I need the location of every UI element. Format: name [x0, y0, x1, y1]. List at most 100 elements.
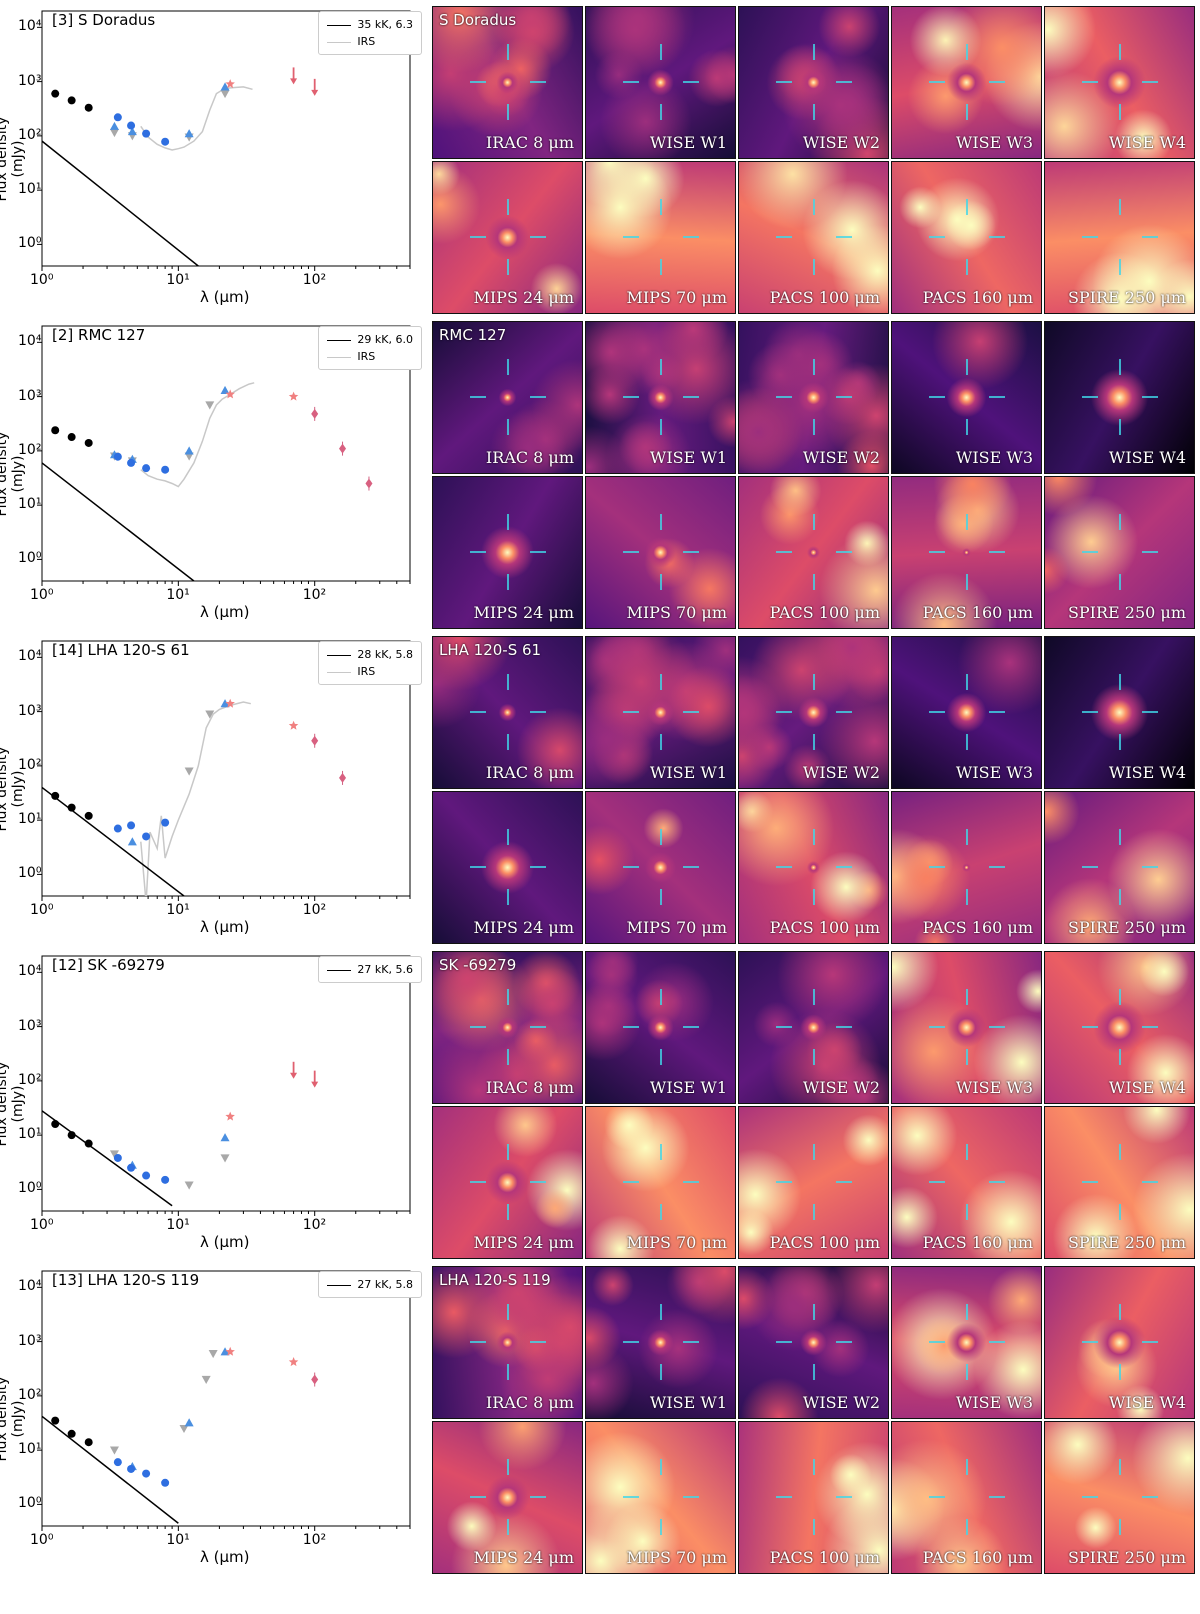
band-label: MIPS 70 μm — [626, 288, 727, 307]
x-tick-label: 10⁰ — [30, 1532, 54, 1548]
crosshair — [929, 514, 1005, 590]
band-label: WISE W4 — [1108, 763, 1186, 782]
y-tick-label: 10⁰ — [18, 1180, 42, 1197]
data-point-mips — [225, 79, 235, 89]
data-point-irac — [113, 1153, 122, 1162]
band-label: IRAC 8 μm — [485, 1078, 574, 1097]
image-panel: PACS 100 μm — [738, 161, 889, 314]
band-label: PACS 100 μm — [769, 288, 880, 307]
image-panel: MIPS 70 μm — [585, 161, 736, 314]
image-panel: WISE W1 — [585, 321, 736, 474]
crosshair — [929, 359, 1005, 435]
data-point-wise — [184, 452, 194, 461]
crosshair — [776, 1304, 852, 1380]
data-point-irac — [142, 832, 151, 841]
image-panel: WISE W2 — [738, 636, 889, 789]
source-name: S Doradus — [439, 11, 517, 29]
legend: 27 kK, 5.6 — [318, 956, 422, 983]
data-point-irac — [127, 458, 136, 467]
data-point-irac — [142, 1469, 151, 1478]
band-label: PACS 100 μm — [769, 1548, 880, 1567]
y-tick-label: 10⁰ — [18, 235, 42, 252]
band-label: MIPS 24 μm — [473, 918, 574, 937]
data-point-nir — [84, 1438, 93, 1447]
data-point-nir — [51, 426, 60, 435]
band-label: MIPS 24 μm — [473, 288, 574, 307]
legend: 28 kK, 5.8 IRS — [318, 641, 422, 685]
model-line — [42, 1415, 179, 1524]
crosshair — [623, 674, 699, 750]
image-panel: PACS 100 μm — [738, 476, 889, 629]
band-label: PACS 160 μm — [922, 1548, 1033, 1567]
crosshair — [470, 1459, 546, 1535]
data-point-irac — [127, 1163, 136, 1172]
image-panel: WISE W4 — [1044, 1266, 1195, 1419]
legend: 29 kK, 6.0 IRS — [318, 326, 422, 370]
data-point-irac — [142, 1171, 151, 1180]
band-label: SPIRE 250 μm — [1067, 288, 1186, 307]
data-point-nir — [51, 89, 60, 98]
data-point-irac — [161, 1478, 170, 1487]
sed-title: [12] SK -69279 — [52, 956, 165, 974]
data-point-herschel — [339, 441, 347, 456]
data-point-wise — [201, 1375, 211, 1385]
band-label: WISE W1 — [649, 133, 727, 152]
data-point-nir — [51, 791, 60, 800]
legend-model: 35 kK, 6.3 — [327, 16, 413, 33]
image-panel: WISE W2 — [738, 1266, 889, 1419]
y-tick-label: 10⁰ — [18, 865, 42, 882]
model-line — [42, 140, 199, 266]
image-panel: MIPS 70 μm — [585, 1421, 736, 1574]
band-label: MIPS 24 μm — [473, 1548, 574, 1567]
y-tick-label: 10² — [18, 1386, 42, 1403]
band-label: MIPS 70 μm — [626, 1548, 727, 1567]
data-point-spitzer-tri — [127, 127, 137, 136]
data-point-nir — [84, 811, 93, 820]
image-panel: MIPS 24 μm — [432, 791, 583, 944]
crosshair — [470, 1144, 546, 1220]
crosshair — [470, 674, 546, 750]
data-point-mips — [225, 1111, 235, 1121]
image-panel: WISE W4 — [1044, 636, 1195, 789]
x-tick-label: 10² — [302, 272, 327, 288]
x-axis-label: λ (μm) — [200, 1548, 250, 1566]
band-label: MIPS 24 μm — [473, 603, 574, 622]
data-point-wise — [184, 1181, 194, 1190]
image-panel: SPIRE 250 μm — [1044, 1421, 1195, 1574]
y-tick-label: 10¹ — [18, 181, 42, 198]
crosshair — [929, 674, 1005, 750]
band-label: WISE W3 — [955, 448, 1033, 467]
band-label: IRAC 8 μm — [485, 1393, 574, 1412]
image-panel: PACS 100 μm — [738, 1106, 889, 1259]
band-label: WISE W2 — [802, 133, 880, 152]
sed-plot: [2] RMC 127 29 kK, 6.0 IRS Flux density (mJ… — [0, 318, 430, 633]
image-panel: SK -69279 IRAC 8 μm — [432, 951, 583, 1104]
legend: 35 kK, 6.3 IRS — [318, 11, 422, 55]
data-point-mips — [225, 389, 235, 399]
crosshair — [776, 1144, 852, 1220]
crosshair — [929, 1304, 1005, 1380]
band-label: WISE W2 — [802, 1078, 880, 1097]
image-panel: PACS 160 μm — [891, 791, 1042, 944]
image-panel: SPIRE 250 μm — [1044, 476, 1195, 629]
image-panel: MIPS 70 μm — [585, 476, 736, 629]
legend: 27 kK, 5.8 — [318, 1271, 422, 1298]
model-line — [42, 1110, 173, 1207]
data-point-nir — [84, 438, 93, 447]
irs-spectrum — [140, 701, 251, 896]
data-point-wise — [205, 401, 215, 410]
image-grid: RMC 127 IRAC 8 μm WISE W1 WISE W2 WISE W3 WIS… — [432, 321, 1200, 631]
image-panel: PACS 100 μm — [738, 791, 889, 944]
image-grid: LHA 120-S 61 IRAC 8 μm WISE W1 WISE W2 WISE … — [432, 636, 1200, 946]
data-point-irac — [161, 1175, 170, 1184]
band-label: WISE W4 — [1108, 1078, 1186, 1097]
data-point-nir — [67, 803, 76, 812]
image-panel: WISE W3 — [891, 1266, 1042, 1419]
crosshair — [623, 514, 699, 590]
crosshair — [776, 514, 852, 590]
y-tick-label: 10⁴ — [18, 648, 42, 665]
image-panel: WISE W1 — [585, 6, 736, 159]
y-tick-label: 10² — [18, 756, 42, 773]
data-point-spitzer-tri — [184, 1418, 194, 1427]
crosshair — [1082, 1144, 1158, 1220]
